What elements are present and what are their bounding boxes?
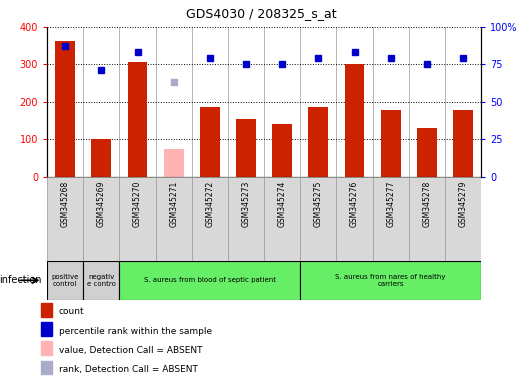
Bar [83,177,119,261]
Bar [192,177,228,261]
Bar [41,341,52,355]
Bar [41,303,52,317]
Bar [47,261,83,300]
Text: GSM345273: GSM345273 [242,181,251,227]
Text: GSM345277: GSM345277 [386,181,395,227]
Text: GSM345269: GSM345269 [97,181,106,227]
Bar [228,177,264,261]
Bar [336,177,372,261]
Bar [156,177,192,261]
Text: GSM345268: GSM345268 [61,181,70,227]
Text: GSM345271: GSM345271 [169,181,178,227]
Bar [55,41,75,177]
Text: GDS4030 / 208325_s_at: GDS4030 / 208325_s_at [186,7,337,20]
Bar [128,63,147,177]
Text: count: count [59,307,84,316]
Bar [164,149,184,177]
Text: positive
control: positive control [51,274,79,287]
Bar [300,261,481,300]
Text: rank, Detection Call = ABSENT: rank, Detection Call = ABSENT [59,365,198,374]
Bar [372,177,409,261]
Text: GSM345274: GSM345274 [278,181,287,227]
Text: percentile rank within the sample: percentile rank within the sample [59,326,212,336]
Bar [309,107,328,177]
Bar [119,177,155,261]
Bar [236,119,256,177]
Text: GSM345275: GSM345275 [314,181,323,227]
Bar [272,124,292,177]
Bar [453,110,473,177]
Bar [264,177,300,261]
Text: GSM345276: GSM345276 [350,181,359,227]
Text: S. aureus from nares of healthy
carriers: S. aureus from nares of healthy carriers [335,274,446,287]
Bar [409,177,445,261]
Bar [92,139,111,177]
Bar [83,261,119,300]
Text: value, Detection Call = ABSENT: value, Detection Call = ABSENT [59,346,202,355]
Text: GSM345272: GSM345272 [206,181,214,227]
Bar [417,128,437,177]
Bar [41,322,52,336]
Bar [345,64,365,177]
Text: negativ
e contro: negativ e contro [87,274,116,287]
Bar [300,177,336,261]
Bar [200,108,220,177]
Bar [119,261,300,300]
Bar [381,110,401,177]
Text: infection: infection [0,275,42,285]
Text: S. aureus from blood of septic patient: S. aureus from blood of septic patient [144,277,276,283]
Text: GSM345278: GSM345278 [423,181,431,227]
Bar [445,177,481,261]
Text: GSM345279: GSM345279 [459,181,468,227]
Text: GSM345270: GSM345270 [133,181,142,227]
Bar [41,361,52,374]
Bar [47,177,83,261]
